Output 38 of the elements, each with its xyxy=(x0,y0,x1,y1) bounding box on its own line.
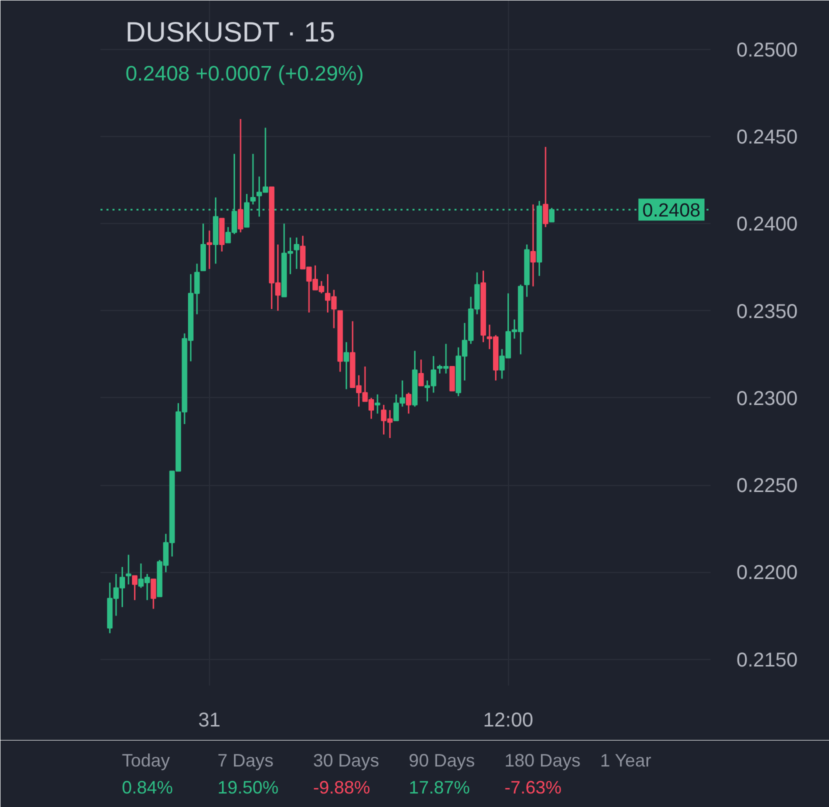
text: Today xyxy=(122,750,170,770)
text: 19.50% xyxy=(217,778,279,798)
x-tick-label: 12:00 xyxy=(483,710,534,732)
candlestick xyxy=(418,358,424,386)
y-tick-label: 0.2450 xyxy=(736,126,798,148)
candlestick xyxy=(132,574,138,601)
text: 30 Days xyxy=(313,750,380,770)
candlestick xyxy=(344,341,350,390)
x-tick-label: 31 xyxy=(198,710,221,732)
ref-line-label: 0.2408 xyxy=(642,200,701,222)
candlestick xyxy=(126,554,132,586)
candlestick xyxy=(406,392,412,414)
text: 1 Year xyxy=(600,750,652,770)
candlestick xyxy=(150,578,156,610)
candlestick xyxy=(542,146,548,228)
y-tick-label: 0.2300 xyxy=(736,388,798,410)
text: 90 Days xyxy=(408,750,475,770)
candlestick xyxy=(206,230,212,270)
text: -7.63% xyxy=(504,778,562,798)
text: -9.88% xyxy=(313,778,370,798)
text: 180 Days xyxy=(504,750,581,770)
y-tick-label: 0.2150 xyxy=(736,649,798,672)
candlestick xyxy=(374,394,380,414)
text: 17.87% xyxy=(408,778,470,798)
text: 7 Days xyxy=(217,750,274,770)
candlestick xyxy=(238,118,244,234)
candlestick xyxy=(294,236,300,270)
y-tick-label: 0.2500 xyxy=(736,39,798,62)
text: 0.2408 +0.0007 (+0.29%) xyxy=(126,62,364,86)
text: 0.84% xyxy=(122,778,173,798)
candlestick xyxy=(250,153,256,206)
y-tick-label: 0.2200 xyxy=(736,562,798,584)
text: DUSKUSDT · 15 xyxy=(126,16,336,48)
candlestick xyxy=(530,204,536,288)
y-tick-label: 0.2250 xyxy=(736,475,798,498)
y-tick-label: 0.2350 xyxy=(736,300,798,323)
candlestick xyxy=(549,207,555,223)
y-tick-label: 0.2400 xyxy=(736,214,798,236)
